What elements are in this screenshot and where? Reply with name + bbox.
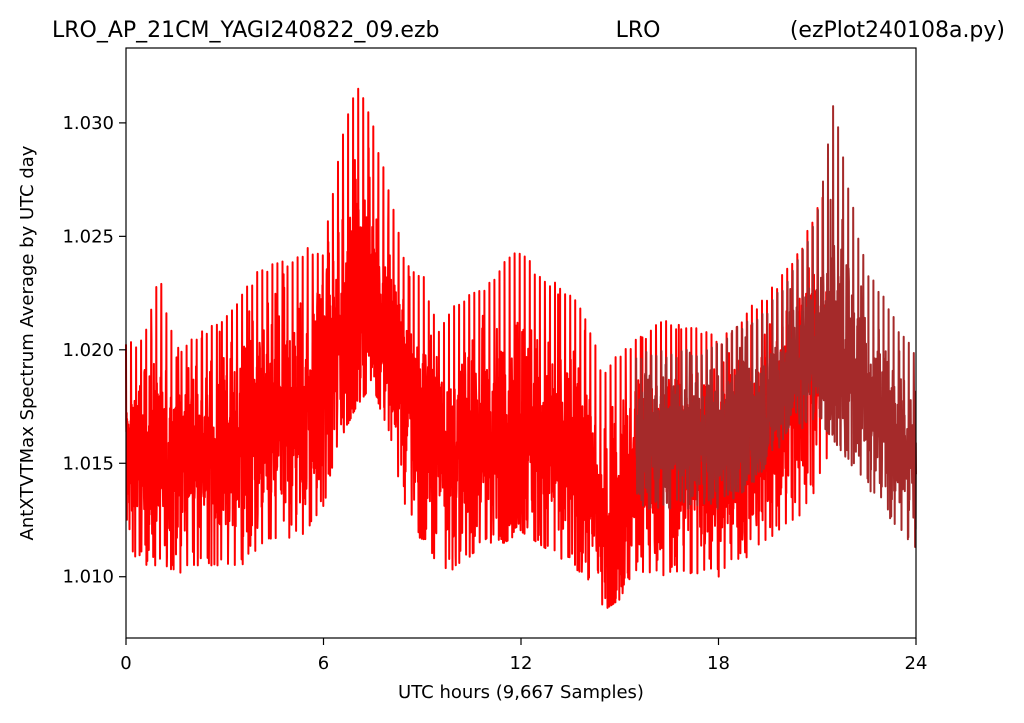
series-line-1 xyxy=(635,105,917,548)
series-layer xyxy=(125,87,917,609)
y-tick-label: 1.030 xyxy=(62,113,114,134)
x-axis-label: UTC hours (9,667 Samples) xyxy=(398,682,644,703)
chart-title-site: LRO xyxy=(616,18,661,43)
y-tick-label: 1.010 xyxy=(62,567,114,588)
axes-layer: 0 6 12 18 24 1.010 1.015 1.020 1.025 1.030 xyxy=(62,113,927,674)
x-tick-label: 18 xyxy=(707,653,730,674)
chart-title-filename: LRO_AP_21CM_YAGI240822_09.ezb xyxy=(52,18,439,43)
x-tick-label: 12 xyxy=(510,653,533,674)
x-tick-label: 6 xyxy=(318,653,329,674)
y-tick-label: 1.020 xyxy=(62,340,114,361)
x-tick-label: 0 xyxy=(120,653,131,674)
y-axis-label: AntXTVTMax Spectrum Average by UTC day xyxy=(17,145,38,540)
chart-title-program: (ezPlot240108a.py) xyxy=(790,18,1005,43)
y-tick-label: 1.015 xyxy=(62,453,114,474)
x-tick-label: 24 xyxy=(905,653,928,674)
plot-frame xyxy=(125,47,917,639)
y-tick-label: 1.025 xyxy=(62,226,114,247)
